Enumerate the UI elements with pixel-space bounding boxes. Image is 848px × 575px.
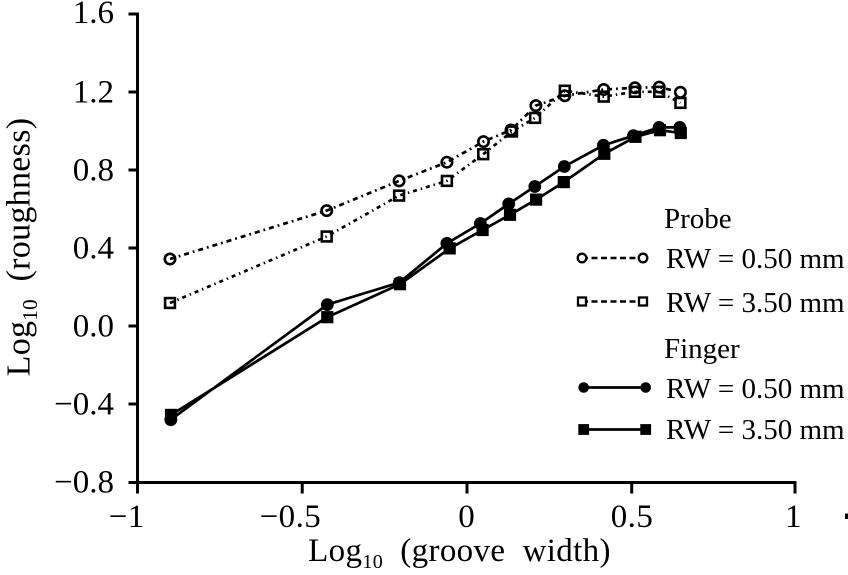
svg-text:RW = 3.50 mm: RW = 3.50 mm <box>666 287 845 319</box>
svg-text:RW = 0.50 mm: RW = 0.50 mm <box>666 243 845 275</box>
svg-text:Log10 (roughness): Log10 (roughness) <box>1 118 43 377</box>
svg-text:Log10 (groove width): Log10 (groove width) <box>308 533 611 573</box>
svg-text:0: 0 <box>458 499 475 535</box>
svg-text:1: 1 <box>785 499 802 535</box>
svg-text:Finger: Finger <box>664 333 740 365</box>
svg-text:−0.5: −0.5 <box>260 499 321 535</box>
svg-text:Probe: Probe <box>664 203 732 235</box>
svg-text:1.2: 1.2 <box>73 75 114 111</box>
svg-text:−0.4: −0.4 <box>54 387 114 423</box>
svg-text:RW = 0.50 mm: RW = 0.50 mm <box>666 373 845 405</box>
svg-text:1.6: 1.6 <box>73 0 114 31</box>
svg-text:−0.8: −0.8 <box>54 465 114 501</box>
svg-text:0.4: 0.4 <box>73 231 114 267</box>
svg-text:−1: −1 <box>109 499 145 535</box>
svg-text:0.8: 0.8 <box>73 153 114 189</box>
svg-text:0.5: 0.5 <box>611 499 653 535</box>
svg-text:0.0: 0.0 <box>73 309 114 345</box>
svg-text:RW = 3.50 mm: RW = 3.50 mm <box>666 414 845 446</box>
